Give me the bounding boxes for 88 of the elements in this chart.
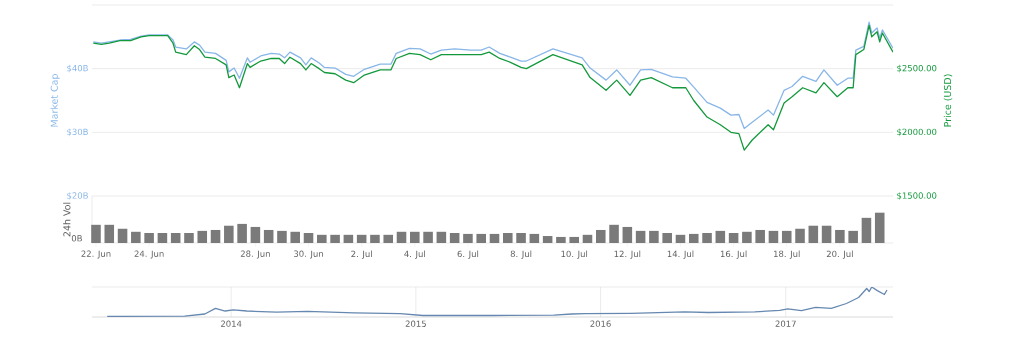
y-tick-label: $20B bbox=[67, 192, 88, 200]
x-tick-label: 28. Jun bbox=[240, 250, 270, 259]
bar bbox=[91, 224, 101, 243]
bar bbox=[197, 230, 208, 243]
bar bbox=[303, 233, 314, 243]
y2-tick-label: $2500.00 bbox=[897, 64, 937, 73]
bar bbox=[688, 233, 699, 243]
bar bbox=[224, 225, 234, 243]
bar bbox=[861, 217, 872, 243]
bar bbox=[675, 234, 686, 243]
y-axis-title: 24h Vol bbox=[63, 202, 71, 237]
bar bbox=[702, 233, 712, 243]
bar bbox=[662, 233, 672, 243]
bar bbox=[728, 233, 739, 243]
x-tick-label: 2017 bbox=[775, 320, 796, 327]
bar bbox=[210, 229, 221, 243]
bar bbox=[874, 212, 885, 243]
bar bbox=[117, 228, 128, 243]
bar bbox=[436, 231, 447, 243]
x-tick-label: 12. Jul bbox=[614, 250, 641, 259]
bar bbox=[848, 230, 858, 243]
bar bbox=[343, 234, 354, 243]
bar bbox=[755, 229, 765, 243]
bar bbox=[742, 231, 752, 243]
x-tick-label: 24. Jun bbox=[134, 250, 164, 259]
bar bbox=[556, 236, 566, 243]
bar bbox=[263, 229, 274, 243]
bar bbox=[144, 233, 154, 243]
bar bbox=[104, 224, 115, 243]
x-tick-label: 10. Jul bbox=[561, 250, 588, 259]
y-tick-label: $40B bbox=[67, 64, 88, 73]
x-tick-label: 4. Jul bbox=[404, 250, 425, 259]
x-tick-label: 16. Jul bbox=[720, 250, 747, 259]
bar bbox=[835, 229, 845, 243]
bar bbox=[370, 234, 380, 243]
y2-axis-title: Price (USD) bbox=[943, 74, 953, 127]
bar bbox=[184, 233, 194, 243]
bar bbox=[795, 228, 805, 243]
bar bbox=[410, 231, 420, 243]
bar bbox=[317, 234, 327, 243]
x-tick-label: 14. Jul bbox=[667, 250, 694, 259]
x-tick-label: 2014 bbox=[221, 320, 242, 327]
bar bbox=[768, 230, 779, 243]
bar bbox=[808, 225, 819, 243]
bar bbox=[582, 234, 593, 243]
bar bbox=[569, 236, 579, 243]
bar bbox=[476, 233, 486, 243]
y2-tick-label: $1500.00 bbox=[897, 192, 937, 200]
bar bbox=[131, 231, 141, 243]
text: 0B bbox=[71, 235, 82, 242]
bar bbox=[463, 233, 473, 243]
x-tick-label: 18. Jul bbox=[774, 250, 800, 259]
x-tick-label: 6. Jul bbox=[457, 250, 479, 259]
bar bbox=[170, 233, 181, 243]
bar bbox=[516, 233, 526, 243]
x-tick-label: 30. Jun bbox=[294, 250, 323, 259]
x-tick-label: 8. Jul bbox=[510, 250, 532, 259]
bar bbox=[290, 231, 301, 243]
bar bbox=[821, 225, 832, 243]
x-tick-label: 2. Jul bbox=[351, 250, 372, 259]
bar bbox=[356, 234, 367, 243]
bar bbox=[157, 233, 168, 243]
y2-tick-label: $2000.00 bbox=[897, 128, 937, 137]
bar bbox=[396, 231, 407, 243]
bar bbox=[449, 233, 460, 243]
bar bbox=[635, 230, 646, 243]
bar bbox=[383, 234, 394, 243]
y-tick-label: $30B bbox=[67, 128, 88, 137]
x-tick-label: 20. Jul bbox=[826, 250, 853, 259]
bar bbox=[609, 224, 619, 243]
bar bbox=[250, 226, 261, 243]
bar bbox=[489, 233, 500, 243]
bar bbox=[622, 226, 633, 243]
bar bbox=[715, 230, 726, 243]
bar bbox=[277, 230, 287, 243]
bar bbox=[595, 229, 606, 243]
bar bbox=[781, 230, 792, 243]
bar bbox=[423, 231, 433, 243]
y-axis-title: Market Cap bbox=[50, 74, 60, 127]
bar bbox=[529, 233, 540, 243]
bar bbox=[503, 233, 513, 243]
bar bbox=[330, 234, 340, 243]
x-tick-label: 2016 bbox=[590, 320, 611, 327]
bar bbox=[542, 236, 553, 243]
x-tick-label: 2015 bbox=[405, 320, 426, 327]
x-tick-label: 22. Jun bbox=[81, 250, 111, 259]
bar bbox=[237, 223, 247, 243]
bar bbox=[649, 230, 659, 243]
